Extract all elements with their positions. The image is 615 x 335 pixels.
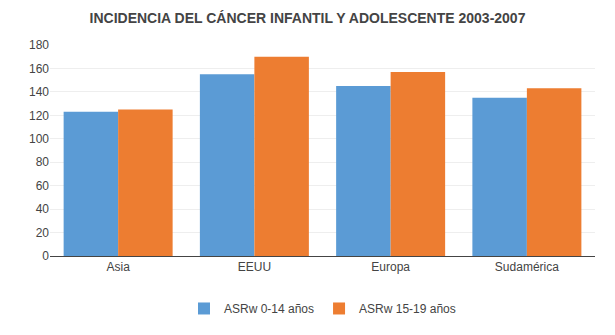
svg-text:160: 160	[29, 62, 49, 76]
svg-text:0: 0	[42, 249, 49, 263]
svg-text:Europa: Europa	[371, 260, 410, 274]
svg-text:100: 100	[29, 132, 49, 146]
svg-text:ASRw 15-19 años: ASRw 15-19 años	[359, 302, 456, 316]
svg-text:ASRw 0-14 años: ASRw 0-14 años	[224, 302, 314, 316]
svg-text:Sudamérica: Sudamérica	[495, 260, 559, 274]
svg-text:INCIDENCIA DEL CÁNCER INFANTIL: INCIDENCIA DEL CÁNCER INFANTIL Y ADOLESC…	[90, 10, 526, 26]
svg-text:120: 120	[29, 109, 49, 123]
svg-text:20: 20	[36, 226, 50, 240]
svg-text:140: 140	[29, 85, 49, 99]
svg-text:60: 60	[36, 179, 50, 193]
svg-text:EEUU: EEUU	[238, 260, 271, 274]
svg-text:Asia: Asia	[106, 260, 130, 274]
svg-text:40: 40	[36, 202, 50, 216]
svg-text:80: 80	[36, 155, 50, 169]
svg-text:180: 180	[29, 38, 49, 52]
